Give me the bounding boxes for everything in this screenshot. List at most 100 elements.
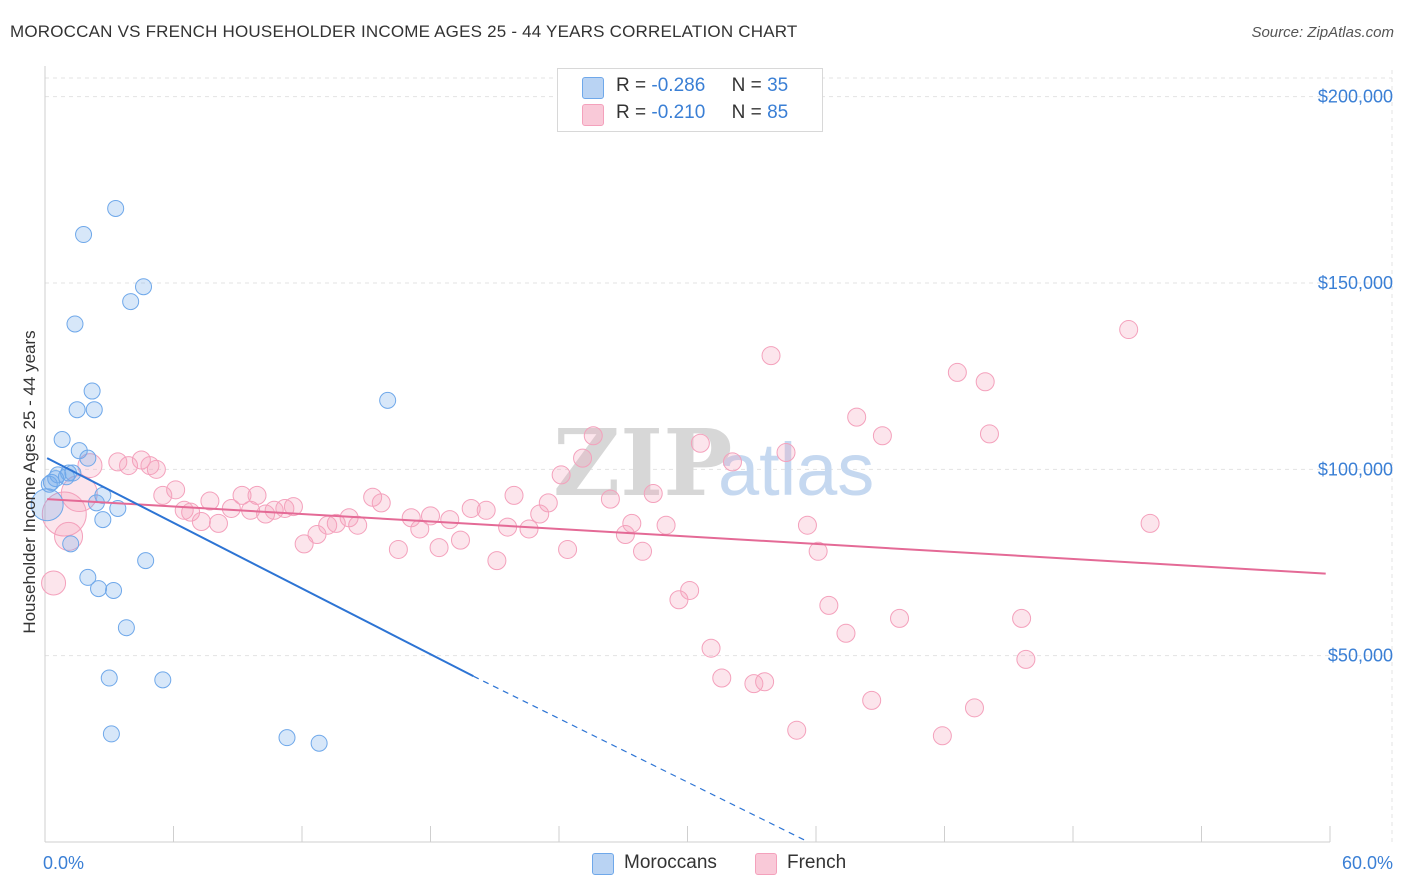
french-point xyxy=(872,426,892,446)
french-point xyxy=(191,511,211,531)
axes xyxy=(44,66,1331,843)
moroccan-point xyxy=(79,568,97,586)
french-point xyxy=(551,465,571,485)
french-point xyxy=(776,443,796,463)
french-point xyxy=(476,500,496,520)
moroccan-point xyxy=(100,669,118,687)
moroccan-point xyxy=(107,199,125,217)
moroccans-legend-swatch xyxy=(592,853,614,875)
moroccan-point xyxy=(278,729,296,747)
moroccan-point xyxy=(53,431,71,449)
bottom-legend-french: French xyxy=(755,851,865,877)
french-point xyxy=(450,530,470,550)
french-point xyxy=(932,726,952,746)
moroccan-point xyxy=(85,401,103,419)
chart-title: MOROCCAN VS FRENCH HOUSEHOLDER INCOME AG… xyxy=(10,22,798,41)
french-point xyxy=(975,372,995,392)
french-r-value: -0.210 xyxy=(651,102,706,123)
y-tick-label: $150,000 xyxy=(1318,273,1393,293)
french-point xyxy=(119,456,139,476)
french-r-label: R = xyxy=(616,102,647,123)
grid-lines xyxy=(45,70,1393,842)
french-point xyxy=(326,513,346,533)
french-point xyxy=(847,407,867,427)
french-point xyxy=(558,539,578,559)
french-point xyxy=(755,672,775,692)
moroccan-point xyxy=(94,511,112,529)
french-n-value: 85 xyxy=(767,102,789,123)
moroccan-point xyxy=(79,449,97,467)
french-point xyxy=(862,690,882,710)
moroccan-point xyxy=(105,581,123,599)
trend-lines xyxy=(46,457,1326,843)
french-point xyxy=(538,493,558,513)
french-legend-swatch xyxy=(755,853,777,875)
moroccan-point xyxy=(68,401,86,419)
data-points xyxy=(30,199,1160,752)
french-point xyxy=(622,513,642,533)
french-point xyxy=(1140,513,1160,533)
bottom-legend-moroccans: Moroccans xyxy=(592,851,732,877)
source-credit: Source: ZipAtlas.com xyxy=(1251,24,1394,41)
french-point xyxy=(615,525,635,545)
french-point xyxy=(1016,649,1036,669)
french-point xyxy=(41,491,87,537)
moroccan-point xyxy=(66,315,84,333)
french-point xyxy=(519,519,539,539)
french-point xyxy=(656,515,676,535)
french-point xyxy=(808,541,828,561)
french-point xyxy=(388,539,408,559)
french-point xyxy=(146,459,166,479)
moroccan-point xyxy=(102,725,120,743)
y-tick-label: $50,000 xyxy=(1328,646,1393,666)
french-point xyxy=(371,493,391,513)
french-point xyxy=(701,638,721,658)
french-point xyxy=(429,538,449,558)
moroccan-point xyxy=(49,466,67,484)
french-point xyxy=(294,534,314,554)
moroccan-point xyxy=(70,442,88,460)
french-point xyxy=(461,498,481,518)
moroccans-n-label: N = xyxy=(731,75,762,96)
moroccans-legend-label: Moroccans xyxy=(624,852,717,873)
french-point xyxy=(600,489,620,509)
french-point xyxy=(1012,608,1032,628)
french-legend-label: French xyxy=(787,852,847,873)
french-point xyxy=(1119,320,1139,340)
french-point xyxy=(722,452,742,472)
french-point xyxy=(140,456,160,476)
french-point xyxy=(283,497,303,517)
watermark-zip: ZIP xyxy=(553,409,732,517)
moroccan-point xyxy=(310,734,328,752)
french-point xyxy=(633,541,653,561)
french-point xyxy=(247,485,267,505)
french-point xyxy=(153,485,173,505)
french-point xyxy=(41,570,67,596)
moroccan-point xyxy=(117,619,135,637)
french-point xyxy=(690,433,710,453)
moroccan-trend-line xyxy=(46,457,474,678)
french-point xyxy=(643,484,663,504)
french-swatch xyxy=(582,104,604,126)
moroccan-point xyxy=(62,535,80,553)
moroccan-point xyxy=(379,391,397,409)
x-tick-label-min: 0.0% xyxy=(43,853,84,873)
moroccan-point xyxy=(83,382,101,400)
french-point xyxy=(583,426,603,446)
french-point xyxy=(440,510,460,530)
french-point xyxy=(348,515,368,535)
french-point xyxy=(680,580,700,600)
french-point xyxy=(964,698,984,718)
moroccans-r-label: R = xyxy=(616,75,647,96)
french-trend-line xyxy=(47,498,1326,575)
moroccans-r-value: -0.286 xyxy=(651,75,706,96)
french-point xyxy=(208,513,228,533)
y-tick-label: $100,000 xyxy=(1318,459,1393,479)
moroccan-point xyxy=(135,278,153,296)
watermark: ZIP atlas xyxy=(553,409,874,517)
french-point xyxy=(797,515,817,535)
moroccan-point xyxy=(75,226,93,244)
french-point xyxy=(573,448,593,468)
french-point xyxy=(174,500,194,520)
moroccan-point xyxy=(122,293,140,311)
